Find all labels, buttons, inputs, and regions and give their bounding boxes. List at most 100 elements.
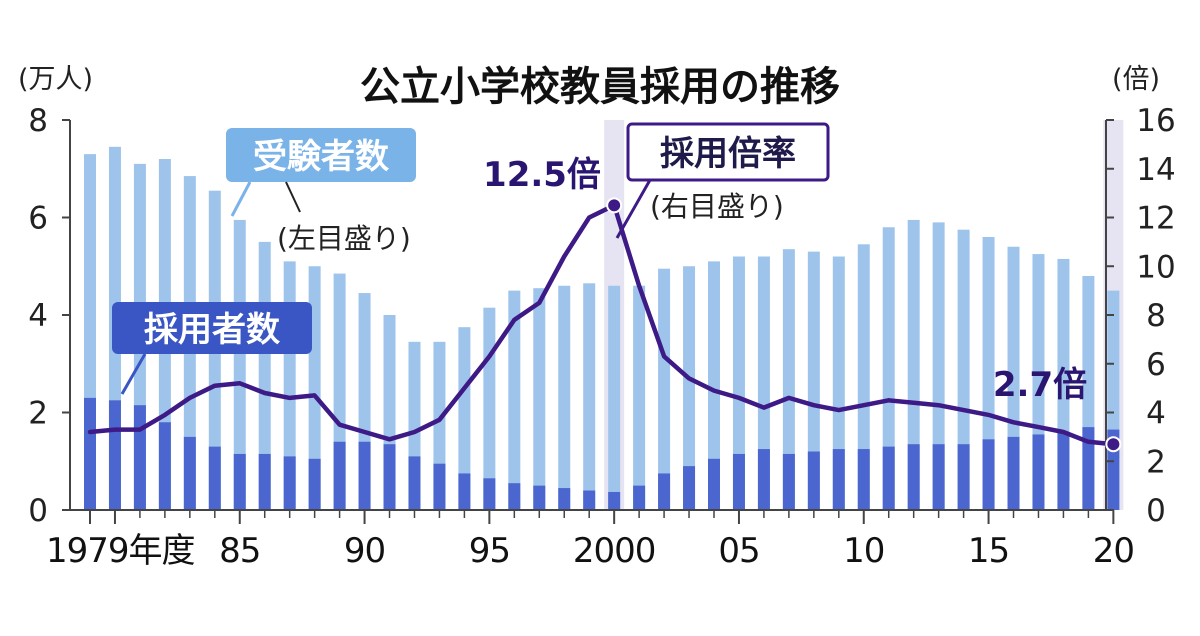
x-tick-label-2005: 05 (718, 531, 759, 571)
bar-hires-1988 (308, 458, 321, 510)
bar-hires-2019 (1082, 427, 1095, 510)
right-tick-label-16: 16 (1136, 103, 1175, 139)
legend-ratio-label: 採用倍率 (660, 134, 796, 174)
bar-hires-1992 (408, 456, 421, 510)
bar-hires-1991 (383, 444, 396, 510)
annotation-peak-2000: 12.5倍 (483, 155, 601, 195)
x-tick-label-1985: 85 (219, 531, 260, 571)
bar-applicants-2007 (782, 249, 795, 510)
bar-hires-1993 (433, 463, 446, 510)
left-axis-unit: (万人) (18, 64, 93, 95)
bar-hires-2018 (1057, 432, 1070, 510)
bar-hires-2009 (832, 449, 845, 510)
bar-layer (84, 146, 1120, 510)
right-axis-unit: (倍) (1112, 64, 1160, 95)
bar-hires-2008 (807, 451, 820, 510)
bar-hires-1980 (108, 400, 121, 510)
right-tick-label-4: 4 (1146, 396, 1166, 432)
annotation-last-2020: 2.7倍 (993, 365, 1087, 405)
legend-hires-label: 採用者数 (144, 310, 280, 350)
bar-applicants-2013 (932, 222, 945, 510)
x-tick-label-1979: 1979年度 (46, 531, 195, 571)
bar-applicants-2006 (757, 256, 770, 510)
x-tick-label-2010: 10 (843, 531, 884, 571)
bar-hires-2010 (857, 449, 870, 510)
bar-applicants-1997 (533, 288, 546, 510)
bar-hires-2016 (1007, 436, 1020, 510)
chart-title: 公立小学校教員採用の推移 (360, 64, 840, 110)
bar-hires-1998 (558, 488, 571, 510)
bar-hires-1981 (133, 405, 146, 510)
line-layer (87, 197, 1122, 453)
bar-applicants-1996 (508, 290, 521, 510)
x-tick-label-2000: 2000 (573, 531, 656, 571)
bar-hires-2000 (608, 491, 621, 510)
x-tick-label-1995: 95 (469, 531, 510, 571)
left-tick-label-6: 6 (28, 201, 48, 237)
bar-applicants-2005 (732, 256, 745, 510)
bar-applicants-2014 (957, 229, 970, 510)
right-tick-label-6: 6 (1146, 347, 1166, 383)
bar-hires-2015 (982, 439, 995, 510)
legend-hires: 採用者数 (112, 302, 312, 395)
bar-applicants-2001 (633, 285, 646, 510)
x-tick-label-2015: 15 (968, 531, 1009, 571)
bar-hires-2004 (708, 458, 720, 510)
bar-hires-2007 (782, 453, 795, 510)
legend-ratio: 採用倍率 (右目盛り) (615, 122, 830, 239)
legend-ratio-pointer (615, 179, 652, 239)
bar-applicants-1998 (558, 285, 571, 510)
bar-applicants-2009 (832, 256, 845, 510)
legend-hires-pointer (120, 353, 147, 395)
tick-layer: 0 2 4 6 8 0 2 4 6 8 10 12 14 16 1979年度 85 90 95 2000 05 10 15… (28, 103, 1175, 571)
legend-applicants-note-pointer (285, 181, 301, 213)
legend-ratio-note: (右目盛り) (650, 190, 784, 223)
legend-applicants-note: (左目盛り) (277, 222, 411, 255)
bar-hires-1984 (208, 446, 221, 510)
legend-applicants: 受験者数 (左目盛り) (226, 128, 416, 255)
left-tick-label-8: 8 (28, 103, 48, 139)
bar-hires-1989 (333, 441, 346, 510)
bar-applicants-1985 (233, 219, 246, 510)
bar-hires-1994 (458, 473, 471, 510)
bar-hires-1995 (483, 478, 496, 510)
bar-hires-1987 (283, 456, 296, 510)
right-tick-label-10: 10 (1136, 249, 1175, 285)
bar-applicants-2008 (807, 251, 820, 510)
bar-hires-2013 (932, 444, 945, 510)
bar-applicants-2004 (708, 261, 720, 510)
right-tick-label-2: 2 (1146, 444, 1166, 480)
x-tick-label-1990: 90 (344, 531, 385, 571)
bar-hires-1983 (183, 436, 196, 510)
right-tick-label-8: 8 (1146, 298, 1166, 334)
bar-applicants-2011 (882, 227, 895, 510)
right-tick-label-14: 14 (1136, 152, 1175, 188)
bar-hires-1990 (358, 441, 371, 510)
bar-hires-1996 (508, 483, 521, 510)
bar-applicants-2002 (658, 268, 671, 510)
left-tick-label-0: 0 (28, 493, 48, 529)
x-tick-label-2020: 20 (1093, 531, 1134, 571)
legend-hires-box (112, 302, 312, 354)
line-point-ratio-2020 (1105, 436, 1122, 453)
bar-hires-2002 (658, 473, 671, 510)
legend-applicants-pointer (230, 181, 252, 217)
bar-applicants-2010 (857, 244, 870, 510)
line-series-ratio (87, 203, 1116, 447)
bar-applicants-1999 (583, 283, 596, 510)
line-point-ratio-2000 (606, 197, 623, 214)
right-tick-label-0: 0 (1146, 493, 1166, 529)
bar-hires-2011 (882, 446, 895, 510)
bar-hires-1982 (158, 422, 171, 510)
bar-applicants-2000 (608, 285, 621, 510)
bar-hires-2017 (1032, 434, 1045, 510)
left-tick-label-4: 4 (28, 298, 48, 334)
bar-hires-1986 (258, 453, 271, 510)
bar-hires-2001 (633, 485, 646, 510)
legend-applicants-label: 受験者数 (253, 137, 389, 177)
bar-hires-2003 (683, 466, 696, 510)
bar-hires-2012 (907, 444, 920, 510)
bar-hires-1985 (233, 453, 246, 510)
